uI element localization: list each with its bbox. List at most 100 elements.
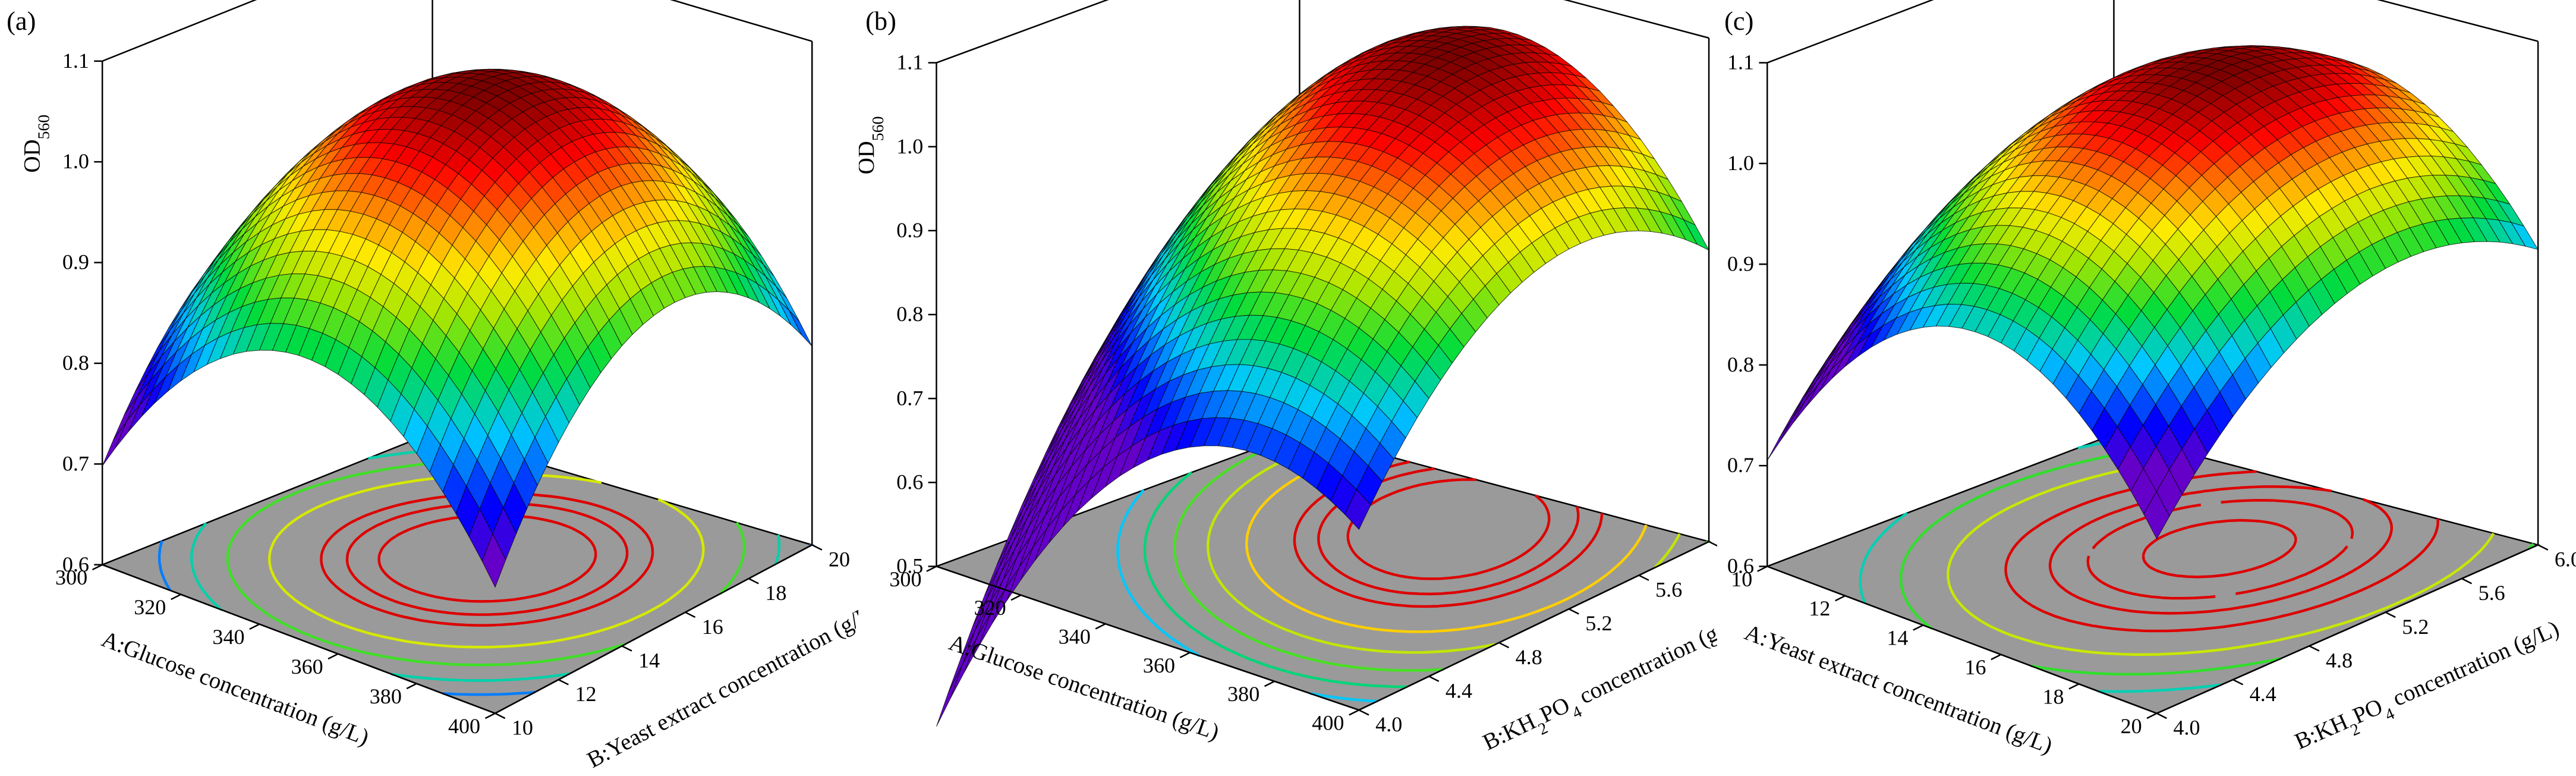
x-tick-mark <box>1835 595 1846 602</box>
x-tick-mark <box>2068 683 2080 690</box>
x-tick-mark <box>1095 623 1106 630</box>
contour-line <box>1245 448 1648 633</box>
surface-cell <box>936 664 963 727</box>
x-tick-mark <box>327 653 339 660</box>
x-tick-label: 360 <box>291 655 323 678</box>
y-tick-mark <box>2309 645 2320 652</box>
x-tick-label: 300 <box>55 565 87 589</box>
y-tick-mark <box>1708 541 1717 547</box>
surface-cell <box>1793 384 1818 423</box>
x-tick-mark <box>92 564 103 571</box>
z-tick-label: 0.6 <box>896 470 923 494</box>
axis-edge <box>936 0 1109 64</box>
z-tick-label: 1.0 <box>896 134 923 158</box>
z-tick-label: 0.7 <box>1727 453 1754 477</box>
y-tick-label: 14 <box>638 648 660 672</box>
y-tick-mark <box>1358 709 1369 716</box>
z-tick-label: 0.7 <box>896 386 923 410</box>
axis-edge <box>102 0 257 62</box>
chart-panel-a: 0.6 0.7 0.8 0.9 1.0 1.1 300 320 340 360 380 400 10 12… <box>0 0 858 776</box>
surface-cell <box>2143 491 2170 540</box>
contour-line <box>158 436 812 696</box>
y-tick-mark <box>2385 611 2396 618</box>
surface-cell <box>788 309 813 347</box>
y-tick-label: 5.6 <box>2479 581 2505 605</box>
x-tick-mark <box>1010 594 1022 601</box>
surface-cell <box>102 421 127 466</box>
y-tick-label: 10 <box>512 716 533 740</box>
x-tick-label: 400 <box>1312 711 1344 734</box>
y-tick-mark <box>558 678 569 686</box>
axis-edge <box>1358 541 1709 711</box>
x-tick-label: 20 <box>2121 714 2142 738</box>
y-tick-label: 4.0 <box>1375 712 1402 736</box>
x-tick-label: 18 <box>2043 685 2064 709</box>
y-tick-mark <box>1428 676 1440 682</box>
x-tick-label: 10 <box>1731 567 1752 591</box>
panel-label: (b) <box>865 6 896 36</box>
y-tick-mark <box>811 544 823 551</box>
y-tick-mark <box>685 611 696 618</box>
axis-edge <box>1563 0 1709 39</box>
x-tick-mark <box>1264 680 1275 687</box>
y-tick-label: 4.0 <box>2173 716 2200 740</box>
z-tick-label: 0.8 <box>1727 353 1754 376</box>
x-tick-mark <box>1179 652 1191 658</box>
x-tick-label: 320 <box>134 595 166 619</box>
y-tick-label: 4.8 <box>2326 648 2353 672</box>
y-tick-mark <box>2461 577 2473 585</box>
z-tick-label: 0.9 <box>896 218 923 242</box>
axis-edge <box>495 544 813 714</box>
contour-line <box>2142 519 2297 579</box>
x-tick-label: 12 <box>1809 596 1830 620</box>
y-tick-label: 4.8 <box>1516 645 1542 669</box>
x-tick-mark <box>1757 565 1768 572</box>
axis-edge <box>1766 0 1934 64</box>
surface-cell <box>1780 401 1806 441</box>
contour-line <box>2004 470 2439 633</box>
y-tick-mark <box>1498 642 1510 649</box>
x-tick-mark <box>926 565 937 572</box>
z-tick-label: 1.0 <box>1727 151 1754 175</box>
contour-line <box>1143 471 1407 689</box>
surface-chart-a: 0.6 0.7 0.8 0.9 1.0 1.1 300 320 340 360 380 400 10 12… <box>7 0 858 773</box>
y-tick-label: 6.0 <box>2555 547 2576 571</box>
x-tick-label: 340 <box>212 625 244 649</box>
x-tick-mark <box>171 593 181 601</box>
y-tick-label: 5.6 <box>1655 578 1682 602</box>
y-tick-label: 5.2 <box>2402 615 2429 639</box>
x-tick-mark <box>2146 712 2158 720</box>
z-tick-label: 0.5 <box>896 554 923 578</box>
x-tick-label: 14 <box>1887 626 1908 650</box>
y-tick-label: 4.4 <box>2250 682 2276 706</box>
axis-edge <box>2156 544 2539 714</box>
chart-panel-b: 0.5 0.6 0.7 0.8 0.9 1.0 1.1 300 320 340 360 380 400 4… <box>859 0 1717 776</box>
x-tick-label: 400 <box>448 714 480 738</box>
surface-cell <box>1344 489 1371 530</box>
surface-cell <box>1791 381 1817 420</box>
y-tick-label: 16 <box>702 615 723 639</box>
z-tick-label: 1.1 <box>1727 51 1754 74</box>
y-tick-label: 4.4 <box>1446 679 1472 703</box>
z-tick-label: 0.8 <box>896 302 923 326</box>
z-tick-label: 1.0 <box>62 149 89 173</box>
z-tick-label: 0.9 <box>1727 252 1754 275</box>
z-tick-label: 0.6 <box>62 552 89 576</box>
surface-cell <box>481 533 506 588</box>
z-axis-title: OD560 <box>859 116 887 174</box>
axis-edge <box>2376 0 2539 42</box>
x-tick-label: 340 <box>1059 624 1091 648</box>
y-tick-mark <box>2232 678 2244 686</box>
x-tick-label: 360 <box>1143 654 1175 677</box>
y-tick-mark <box>1569 608 1579 615</box>
y-tick-mark <box>2156 712 2167 720</box>
z-tick-label: 1.1 <box>62 49 89 73</box>
surface-chart-b: 0.5 0.6 0.7 0.8 0.9 1.0 1.1 300 320 340 360 380 400 4… <box>859 0 1717 755</box>
response-surface <box>936 26 1710 727</box>
x-tick-mark <box>1991 654 2002 661</box>
z-tick-label: 0.9 <box>62 250 89 274</box>
response-surface <box>102 68 813 588</box>
z-tick-label: 0.8 <box>62 351 89 375</box>
y-tick-mark <box>621 645 632 652</box>
x-tick-label: 380 <box>1227 682 1259 706</box>
